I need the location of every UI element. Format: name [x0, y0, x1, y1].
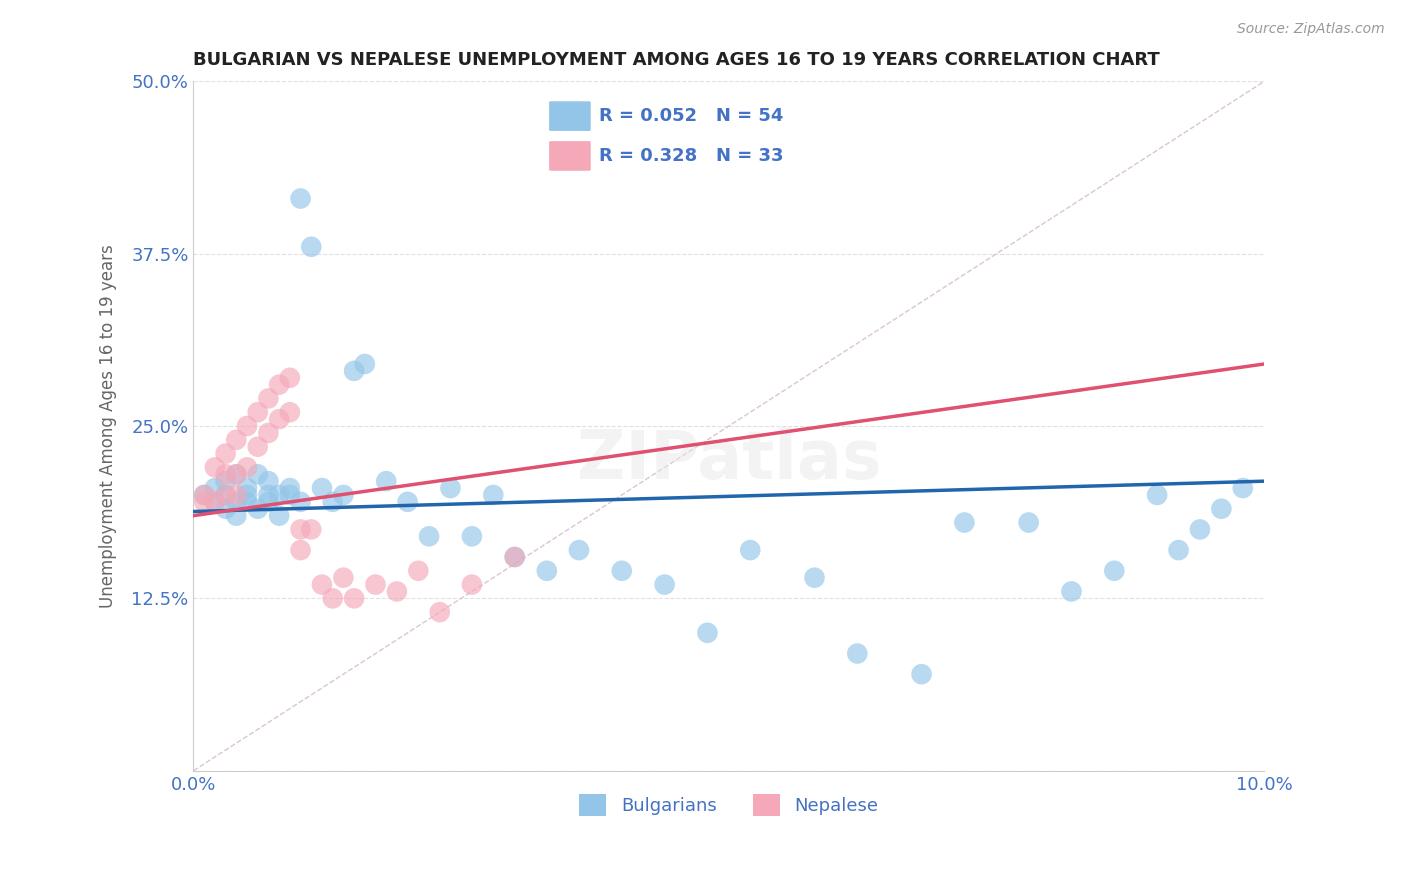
Point [278, 488, 301, 502]
Point [204, 460, 226, 475]
Point [332, 571, 354, 585]
Point [278, 405, 301, 419]
Point [214, 488, 236, 502]
Point [214, 447, 236, 461]
Point [225, 433, 247, 447]
Text: BULGARIAN VS NEPALESE UNEMPLOYMENT AMONG AGES 16 TO 19 YEARS CORRELATION CHART: BULGARIAN VS NEPALESE UNEMPLOYMENT AMONG… [194, 51, 1160, 69]
Point [290, 523, 312, 537]
Legend: Bulgarians, Nepalese: Bulgarians, Nepalese [572, 788, 886, 823]
Point [610, 564, 633, 578]
Point [246, 501, 269, 516]
Point [257, 474, 280, 488]
Point [396, 495, 419, 509]
Point [696, 625, 718, 640]
Point [536, 564, 558, 578]
Text: ZIPatlas: ZIPatlas [576, 427, 882, 493]
Point [214, 501, 236, 516]
Point [269, 377, 291, 392]
Point [503, 549, 526, 564]
Point [343, 591, 366, 606]
Point [236, 495, 259, 509]
Point [225, 488, 247, 502]
Point [236, 481, 259, 495]
Point [246, 440, 269, 454]
Point [364, 577, 387, 591]
Point [322, 591, 344, 606]
Point [290, 543, 312, 558]
Point [1211, 501, 1233, 516]
Point [1167, 543, 1189, 558]
Point [214, 488, 236, 502]
Point [269, 412, 291, 426]
Point [1146, 488, 1168, 502]
Point [236, 419, 259, 434]
Point [269, 508, 291, 523]
Point [568, 543, 591, 558]
Point [343, 364, 366, 378]
Text: R = 0.328   N = 33: R = 0.328 N = 33 [599, 147, 783, 165]
Point [257, 425, 280, 440]
Point [1232, 481, 1254, 495]
Point [204, 495, 226, 509]
FancyBboxPatch shape [550, 141, 591, 170]
Point [257, 495, 280, 509]
Point [269, 488, 291, 502]
Point [299, 523, 322, 537]
Point [225, 508, 247, 523]
Point [311, 481, 333, 495]
Point [290, 192, 312, 206]
Point [236, 460, 259, 475]
Point [1104, 564, 1126, 578]
Point [322, 495, 344, 509]
Point [846, 647, 869, 661]
Point [290, 495, 312, 509]
Point [654, 577, 676, 591]
Text: R = 0.052   N = 54: R = 0.052 N = 54 [599, 107, 783, 125]
Point [214, 474, 236, 488]
Point [408, 564, 430, 578]
Point [204, 495, 226, 509]
Point [353, 357, 375, 371]
Point [225, 495, 247, 509]
Point [418, 529, 440, 543]
Text: Source: ZipAtlas.com: Source: ZipAtlas.com [1237, 22, 1385, 37]
Point [503, 549, 526, 564]
Point [332, 488, 354, 502]
Point [429, 605, 451, 619]
Point [1188, 523, 1211, 537]
Point [257, 488, 280, 502]
Point [246, 467, 269, 482]
Point [461, 577, 484, 591]
Point [803, 571, 825, 585]
Point [225, 467, 247, 482]
Point [278, 481, 301, 495]
Point [204, 481, 226, 495]
Point [375, 474, 398, 488]
Point [225, 467, 247, 482]
Point [193, 495, 215, 509]
Point [193, 488, 215, 502]
Point [246, 405, 269, 419]
Y-axis label: Unemployment Among Ages 16 to 19 years: Unemployment Among Ages 16 to 19 years [100, 244, 117, 607]
Point [953, 516, 976, 530]
Point [311, 577, 333, 591]
Point [482, 488, 505, 502]
Point [439, 481, 461, 495]
Point [461, 529, 484, 543]
Point [299, 240, 322, 254]
Point [740, 543, 762, 558]
Point [193, 488, 215, 502]
FancyBboxPatch shape [550, 102, 591, 131]
Point [910, 667, 932, 681]
Point [1018, 516, 1040, 530]
Point [257, 392, 280, 406]
Point [278, 371, 301, 385]
Point [236, 488, 259, 502]
Point [385, 584, 408, 599]
Point [1060, 584, 1083, 599]
Point [214, 467, 236, 482]
